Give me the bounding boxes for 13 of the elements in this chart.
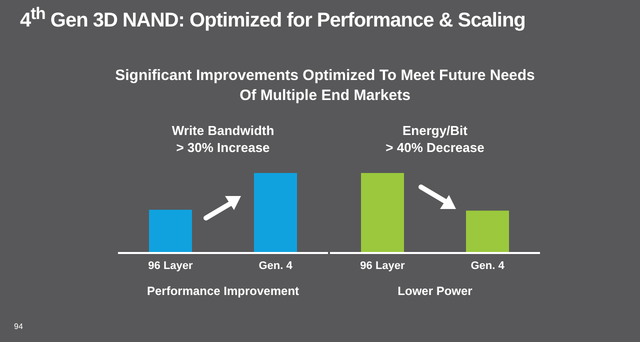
x-tick-label: 96 Layer xyxy=(360,260,406,272)
chart-title: Write Bandwidth xyxy=(170,122,276,139)
text: Significant Improvements Optimized To Meet Future Needs Of Multiple End Markets xyxy=(114,66,536,106)
chart-subtitle: > 30% Increase xyxy=(175,139,271,156)
chart-subtitle: > 40% Decrease xyxy=(384,139,486,156)
chart-title: Energy/Bit xyxy=(401,122,468,139)
x-tick-label: Gen. 4 xyxy=(470,260,506,272)
x-axis-title: Lower Power xyxy=(396,284,474,298)
x-axis-title: Performance Improvement xyxy=(146,284,300,298)
x-tick-label: 96 Layer xyxy=(148,260,194,272)
text: 94 xyxy=(14,322,23,331)
text: 4$^{th}$ Gen 3D NAND: Optimized for Performance & Scaling xyxy=(20,4,526,33)
x-tick-label: Gen. 4 xyxy=(258,260,294,272)
